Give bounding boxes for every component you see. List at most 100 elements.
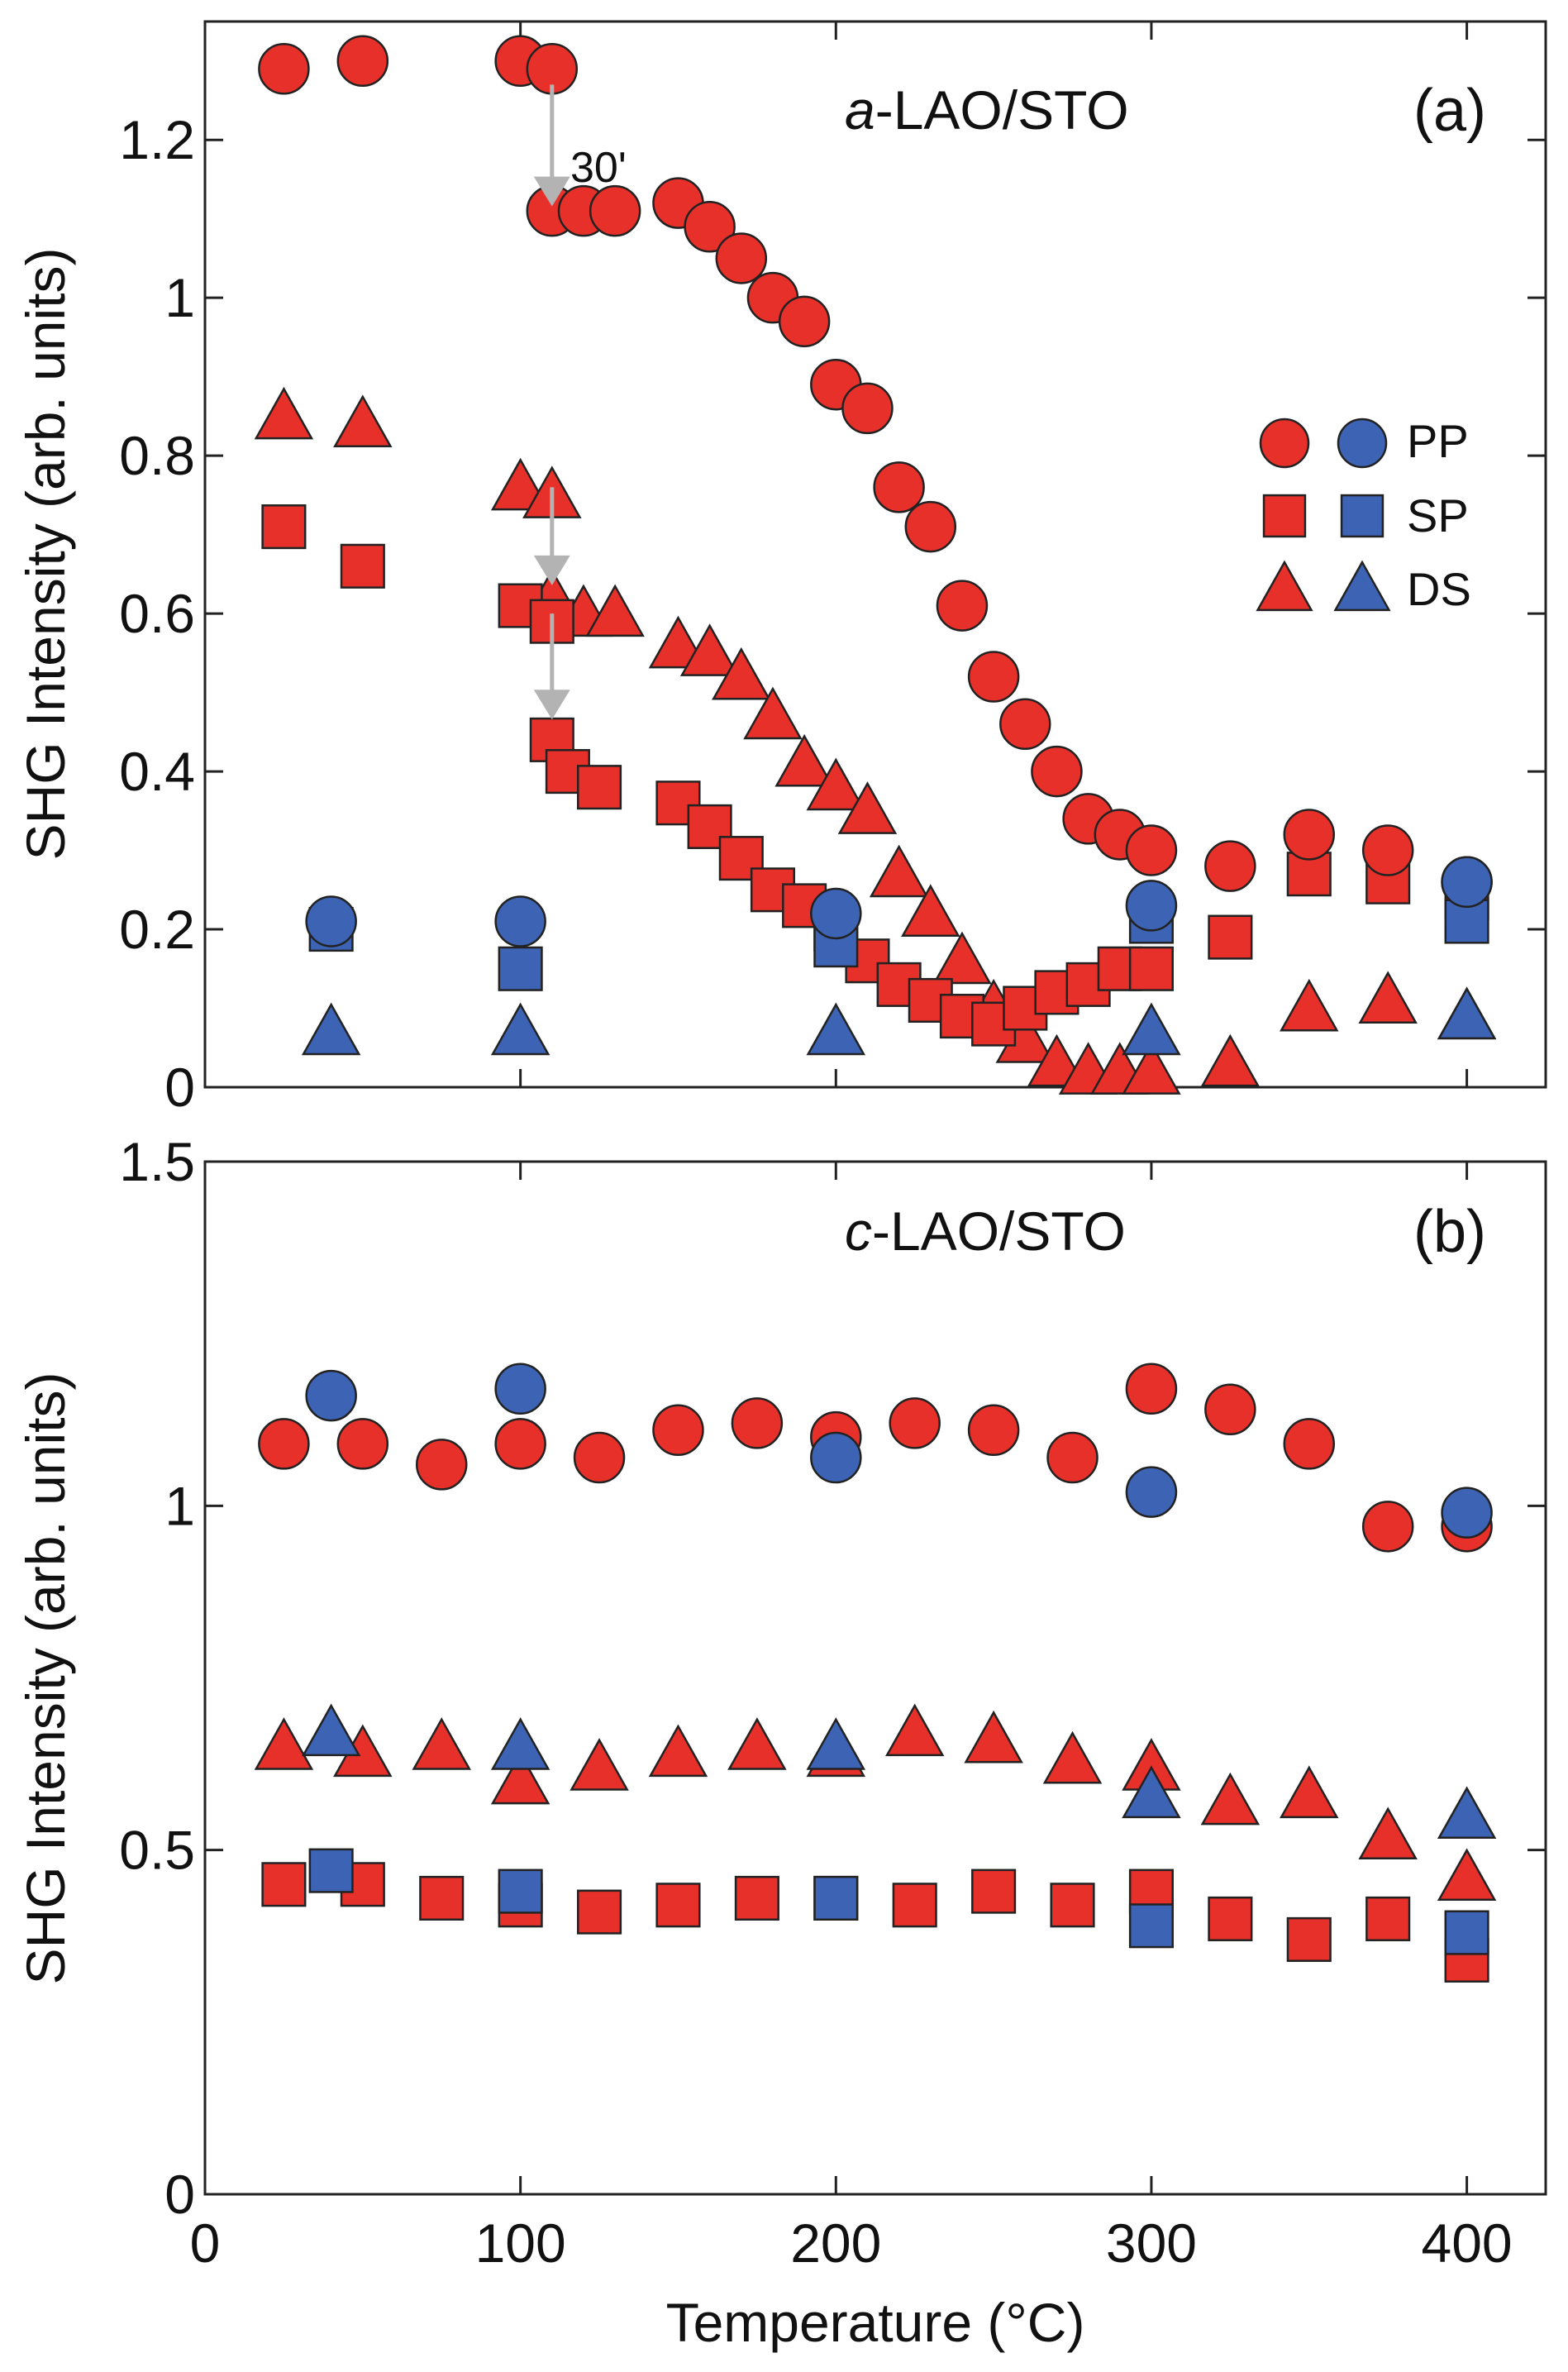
point-a-red-pp-0 [258, 43, 310, 95]
point-a-red-ds-25 [1358, 971, 1418, 1024]
point-b-red-sp-4 [577, 1889, 622, 1935]
ytick-label-a-0: 0 [164, 1057, 195, 1118]
point-b-red-pp-2 [415, 1439, 468, 1491]
point-a-blue-sp-1 [498, 946, 543, 991]
point-b-red-ds-0 [254, 1717, 314, 1770]
point-b-red-ds-3 [490, 1751, 550, 1805]
point-b-red-sp-0 [261, 1862, 307, 1907]
point-b-red-sp-2 [419, 1875, 465, 1921]
point-b-blue-sp-4 [1444, 1910, 1489, 1955]
ytick-label-a-3: 0.6 [119, 583, 195, 644]
point-a-red-pp-18 [999, 698, 1051, 751]
point-a-red-ds-14 [869, 844, 929, 898]
panel-a-title-rest: -LAO/STO [875, 79, 1129, 141]
point-b-red-ds-12 [1200, 1772, 1261, 1826]
point-a-red-ds-0 [254, 386, 314, 440]
point-a-red-ds-7 [648, 615, 708, 669]
point-a-red-pp-1 [336, 35, 389, 87]
point-b-red-sp-13 [1286, 1916, 1332, 1962]
panel-a-label: (a) [1413, 78, 1486, 144]
xtick-label-3: 300 [1106, 2212, 1197, 2274]
point-b-red-ds-13 [1280, 1765, 1339, 1819]
point-a-red-pp-17 [967, 651, 1020, 703]
point-b-red-sp-8 [892, 1883, 937, 1928]
ytick-label-b-2: 1 [164, 1475, 195, 1536]
panel-a: 0 0.2 0.4 0.6 0.8 1 1.2 a-LAO/STO (a) 30' PP S… [15, 20, 1547, 1118]
point-a-red-pp-9 [715, 232, 768, 284]
point-a-red-sp-6 [577, 765, 622, 810]
point-a-red-ds-22 [1122, 1042, 1181, 1095]
point-a-red-pp-15 [904, 500, 957, 553]
point-a-red-sp-1 [340, 543, 385, 589]
point-a-red-ds-8 [679, 623, 740, 676]
panel-a-marks [254, 35, 1497, 1095]
legend-marker-blue-ds [1333, 560, 1391, 612]
legend-marker-blue-sp [1340, 494, 1385, 538]
point-b-red-pp-9 [967, 1404, 1020, 1456]
legend-label-ds: DS [1407, 563, 1471, 615]
point-b-red-pp-11 [1125, 1363, 1178, 1415]
point-a-blue-pp-3 [1125, 880, 1178, 932]
ytick-label-a-1: 0.2 [119, 899, 195, 960]
legend-label-sp: SP [1407, 489, 1469, 542]
ytick-label-b-0: 0 [164, 2164, 195, 2225]
legend-marker-red-pp [1259, 418, 1310, 469]
ytick-label-b-3: 1.5 [119, 1131, 195, 1192]
point-b-blue-sp-1 [498, 1868, 543, 1914]
panel-a-title: a-LAO/STO [845, 79, 1129, 141]
point-b-red-pp-13 [1283, 1418, 1336, 1470]
point-b-red-ds-8 [884, 1703, 945, 1757]
point-b-blue-sp-0 [308, 1848, 354, 1893]
panel-a-ylabel: SHG Intensity (arb. units) [15, 248, 76, 861]
annotation-arrow-head-3 [533, 690, 570, 720]
point-b-red-sp-6 [734, 1875, 779, 1921]
ytick-label-a-5: 1 [164, 267, 195, 328]
point-a-red-pp-14 [873, 461, 925, 513]
point-a-red-ds-11 [774, 733, 834, 787]
ytick-label-a-6: 1.2 [119, 109, 195, 170]
point-a-blue-ds-0 [301, 1002, 361, 1056]
xtick-label-2: 200 [790, 2212, 881, 2274]
point-a-red-pp-24 [1283, 809, 1336, 861]
panel-a-frame [203, 20, 1547, 1089]
point-b-blue-ds-0 [301, 1703, 361, 1757]
point-b-red-ds-9 [964, 1710, 1023, 1763]
point-b-red-pp-6 [731, 1397, 784, 1449]
legend-markers [1256, 418, 1391, 612]
point-a-blue-ds-4 [1437, 986, 1497, 1040]
panel-b-title: c-LAO/STO [845, 1200, 1126, 1262]
point-a-red-ds-15 [901, 884, 960, 937]
point-b-blue-ds-3 [1122, 1765, 1181, 1819]
point-a-red-sp-22 [1128, 946, 1174, 991]
point-b-red-pp-8 [889, 1397, 941, 1449]
point-a-red-sp-0 [261, 504, 307, 550]
point-a-red-ds-23 [1200, 1033, 1261, 1087]
point-a-blue-ds-2 [806, 1002, 866, 1056]
point-a-red-ds-2 [490, 457, 550, 511]
point-a-blue-pp-0 [305, 895, 357, 947]
point-b-red-pp-1 [336, 1418, 389, 1470]
point-a-red-ds-13 [837, 781, 898, 834]
point-b-blue-sp-3 [1128, 1903, 1174, 1949]
point-a-red-pp-22 [1125, 824, 1178, 876]
point-b-red-sp-12 [1208, 1896, 1253, 1941]
point-a-red-ds-6 [585, 584, 645, 637]
point-a-red-ds-16 [932, 931, 992, 985]
point-a-red-pp-6 [589, 184, 641, 237]
annotation-arrow-head-2 [533, 555, 570, 585]
point-a-red-pp-8 [684, 201, 736, 253]
xtick-label-4: 400 [1422, 2212, 1513, 2274]
point-b-red-pp-0 [258, 1418, 310, 1470]
point-a-red-ds-10 [743, 686, 803, 740]
point-b-red-pp-10 [1046, 1431, 1099, 1484]
point-b-blue-ds-2 [806, 1717, 866, 1770]
xtick-label-0: 0 [190, 2212, 221, 2274]
point-b-red-ds-14 [1358, 1806, 1418, 1860]
panel-b-title-italic: c [845, 1200, 872, 1262]
point-b-blue-ds-4 [1437, 1786, 1497, 1840]
point-a-blue-pp-2 [810, 887, 862, 940]
point-a-red-pp-13 [841, 382, 894, 435]
point-b-blue-pp-4 [1441, 1487, 1493, 1539]
panel-b-ylabel: SHG Intensity (arb. units) [15, 1372, 76, 1985]
